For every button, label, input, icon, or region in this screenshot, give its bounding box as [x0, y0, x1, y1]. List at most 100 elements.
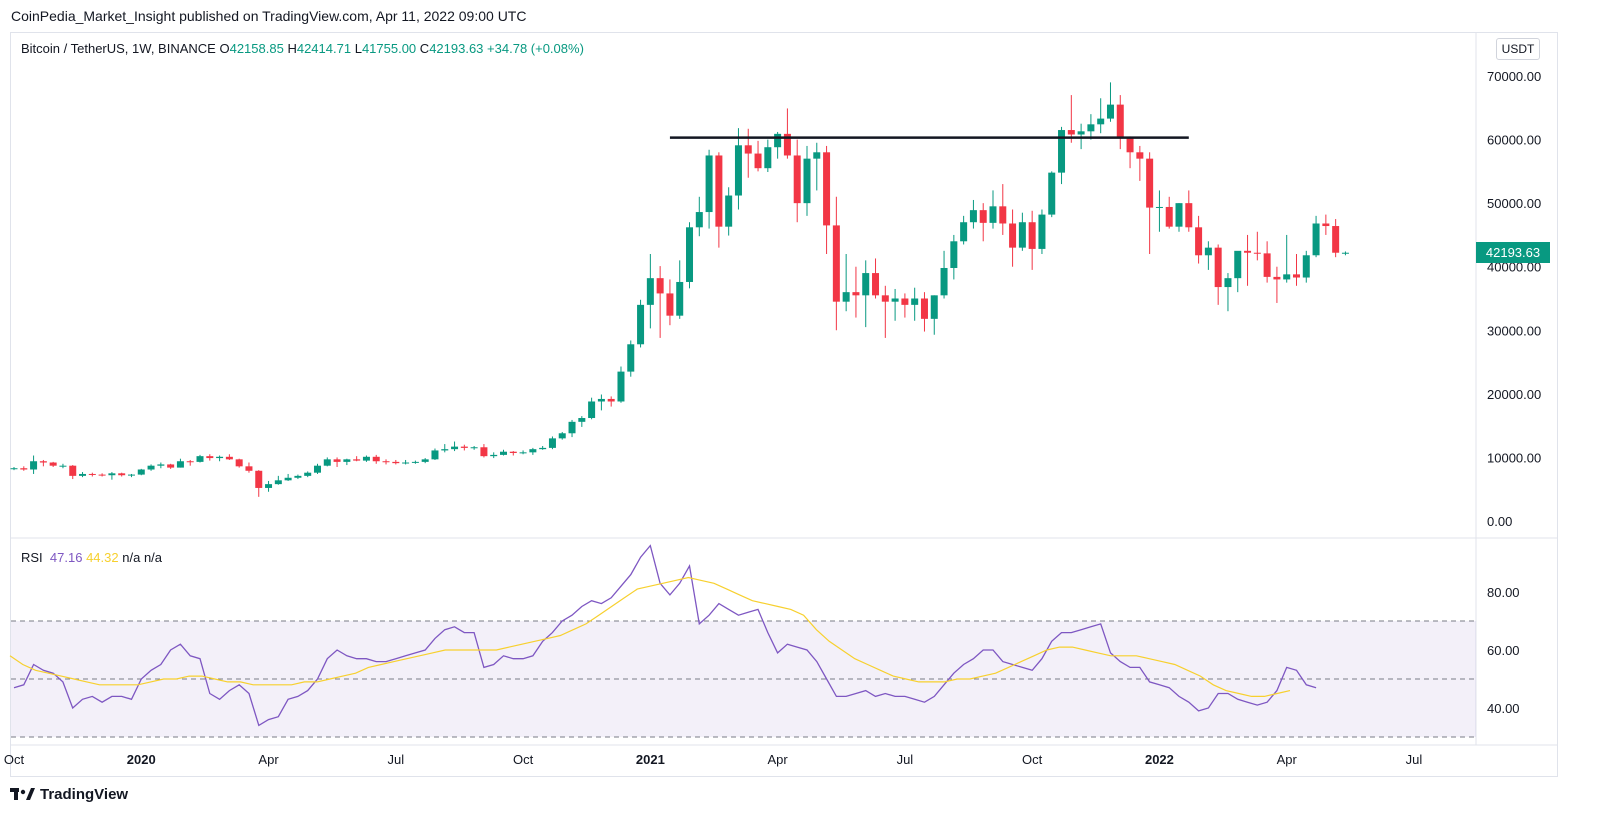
close-value: 42193.63: [429, 41, 484, 56]
candle-body: [862, 273, 870, 296]
symbol-legend: Bitcoin / TetherUS, 1W, BINANCE O42158.8…: [21, 41, 584, 56]
candle-body: [167, 464, 175, 468]
candle-body: [88, 473, 96, 475]
candle-body: [676, 281, 684, 316]
candle-body: [1058, 130, 1066, 173]
candle-body: [1126, 138, 1134, 153]
candle-body: [147, 465, 155, 470]
candle-body: [333, 459, 341, 462]
time-tick-label: Oct: [1022, 752, 1043, 767]
high-label: H: [287, 41, 297, 56]
candle-body: [59, 465, 67, 467]
publisher-line: CoinPedia_Market_Insight published on Tr…: [11, 8, 527, 24]
candle-body: [764, 147, 772, 169]
candle-body: [989, 206, 997, 223]
candle-body: [881, 295, 889, 302]
candle-body: [1106, 104, 1114, 119]
candle-body: [823, 152, 831, 226]
candle-body: [79, 473, 87, 476]
time-tick-label: Jul: [1406, 752, 1423, 767]
rsi-ma-line: [9, 576, 1291, 698]
candle-body: [734, 145, 742, 196]
candle-body: [323, 459, 331, 466]
candle-body: [225, 456, 233, 460]
candle-body: [695, 212, 703, 228]
candle-body: [1165, 206, 1173, 227]
candle-body: [39, 461, 47, 463]
candle-body: [49, 462, 57, 466]
candle-body: [1195, 227, 1203, 256]
time-tick-label: Oct: [4, 752, 25, 767]
price-tick-label: 60000.00: [1487, 133, 1541, 148]
candle-body: [597, 398, 605, 402]
price-tick-label: 70000.00: [1487, 69, 1541, 84]
candle-body: [441, 449, 449, 451]
rsi-tick-label: 60.00: [1487, 643, 1520, 658]
candle-body: [940, 267, 948, 296]
candle-body: [1018, 222, 1026, 248]
candle-body: [20, 468, 28, 470]
rsi-legend: RSI 47.16 44.32 n/a n/a: [21, 550, 162, 565]
candle-body: [304, 472, 312, 476]
candle-body: [1234, 250, 1242, 279]
candle-body: [1224, 278, 1232, 288]
rsi-na-1: n/a: [122, 550, 141, 565]
time-tick-label: 2022: [1145, 752, 1174, 767]
candle-body: [558, 433, 566, 439]
candle-body: [118, 473, 126, 476]
price-tick-label: 20000.00: [1487, 387, 1541, 402]
candle-body: [744, 145, 752, 154]
currency-button[interactable]: USDT: [1496, 38, 1540, 60]
high-value: 42414.71: [296, 41, 352, 56]
candle-body: [137, 469, 145, 475]
candle-body: [754, 153, 762, 169]
tradingview-logo[interactable]: TradingView: [10, 786, 128, 803]
candle-body: [1292, 274, 1300, 278]
candle-body: [1028, 222, 1036, 249]
candle-body: [421, 459, 429, 462]
time-tick-label: 2021: [636, 752, 665, 767]
candle-body: [30, 461, 38, 470]
last-price-label: 42193.63: [1476, 242, 1550, 263]
candle-body: [1312, 223, 1320, 256]
candle-body: [1077, 131, 1085, 135]
candle-body: [284, 477, 292, 481]
candle-body: [1341, 252, 1349, 254]
rsi-tick-label: 80.00: [1487, 585, 1520, 600]
candle-body: [1038, 214, 1046, 249]
candle-body: [646, 278, 654, 305]
candle-body: [235, 459, 243, 467]
candle-body: [832, 225, 840, 302]
candle-body: [666, 293, 674, 316]
candle-body: [930, 295, 938, 319]
symbol-name[interactable]: Bitcoin / TetherUS, 1W, BINANCE: [21, 41, 216, 56]
candle-body: [705, 155, 713, 213]
candle-body: [1136, 152, 1144, 159]
candle-body: [69, 465, 77, 476]
time-tick-label: Jul: [387, 752, 404, 767]
candle-body: [539, 447, 547, 450]
candle-body: [372, 456, 380, 462]
candle-body: [627, 344, 635, 372]
candle-body: [1097, 118, 1105, 125]
rsi-tick-label: 40.00: [1487, 701, 1520, 716]
rsi-na-2: n/a: [143, 550, 163, 565]
candle-body: [1273, 276, 1281, 280]
candle-body: [470, 447, 478, 449]
candle-body: [1116, 104, 1124, 139]
candle-body: [382, 461, 390, 463]
candle-body: [852, 292, 860, 296]
candle-body: [216, 456, 224, 459]
candle-body: [1175, 203, 1183, 227]
low-label: L: [354, 41, 362, 56]
price-tick-label: 50000.00: [1487, 196, 1541, 211]
candle-body: [529, 449, 537, 453]
candle-body: [901, 298, 909, 305]
candle-body: [509, 451, 517, 453]
price-tick-label: 40000.00: [1487, 260, 1541, 275]
candle-body: [176, 461, 184, 468]
rsi-name[interactable]: RSI: [21, 550, 43, 565]
candle-body: [1087, 124, 1095, 132]
low-value: 41755.00: [361, 41, 417, 56]
